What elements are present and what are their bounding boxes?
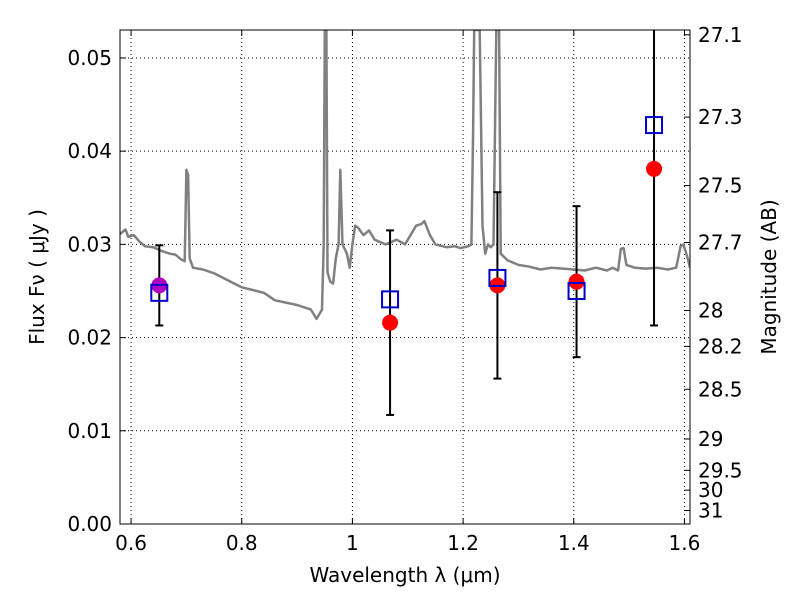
x-tick-label: 0.6 <box>115 531 147 555</box>
model-spectrum-line <box>120 30 690 321</box>
mag-tick-label: 27.7 <box>698 231 743 255</box>
observed-flux-point <box>568 273 585 290</box>
grid <box>120 30 690 525</box>
x-tick-label: 1.2 <box>447 531 479 555</box>
y-tick-label: 0.00 <box>67 512 112 536</box>
mag-tick-label: 31 <box>698 499 723 523</box>
x-tick-label: 1.6 <box>669 531 701 555</box>
model-flux-point <box>488 268 507 287</box>
mag-tick-label: 28.2 <box>698 334 743 358</box>
mag-tick-label: 28 <box>698 298 723 322</box>
model-flux-point <box>381 290 400 309</box>
observed-flux-point <box>382 314 399 331</box>
model-flux-point <box>150 283 169 302</box>
y-tick-label: 0.01 <box>67 419 112 443</box>
mag-tick-label: 27.3 <box>698 105 743 129</box>
x-tick-label: 0.8 <box>226 531 258 555</box>
model-flux-point <box>567 281 586 300</box>
y-tick-label: 0.04 <box>67 139 112 163</box>
y-tick-label: 0.05 <box>67 46 112 70</box>
x-axis-label: Wavelength λ (μm) <box>309 563 500 587</box>
x-tick-label: 1.4 <box>558 531 590 555</box>
mag-tick-label: 28.5 <box>698 377 743 401</box>
plot-frame <box>119 29 691 525</box>
plot-area <box>120 30 690 416</box>
x-tick-label: 1 <box>346 531 359 555</box>
observed-flux-point <box>646 160 663 177</box>
mag-tick-label: 27.5 <box>698 174 743 198</box>
y-axis-label: Flux Fν ( μJy ) <box>25 209 49 345</box>
mag-tick-label: 27.1 <box>698 23 743 47</box>
y-tick-label: 0.03 <box>67 232 112 256</box>
ticks <box>120 30 690 525</box>
model-flux-point <box>645 116 664 135</box>
y2-axis-label: Magnitude (AB) <box>757 199 781 354</box>
y-tick-label: 0.02 <box>67 326 112 350</box>
tick-labels: 0.6 0.8 1 1.2 1.4 1.6 0.00 0.01 0.02 0.03 0.04 0.05… <box>67 23 742 555</box>
mag-tick-label: 30 <box>698 478 723 502</box>
mag-tick-label: 29.5 <box>698 458 743 482</box>
mag-tick-label: 29 <box>698 427 723 451</box>
